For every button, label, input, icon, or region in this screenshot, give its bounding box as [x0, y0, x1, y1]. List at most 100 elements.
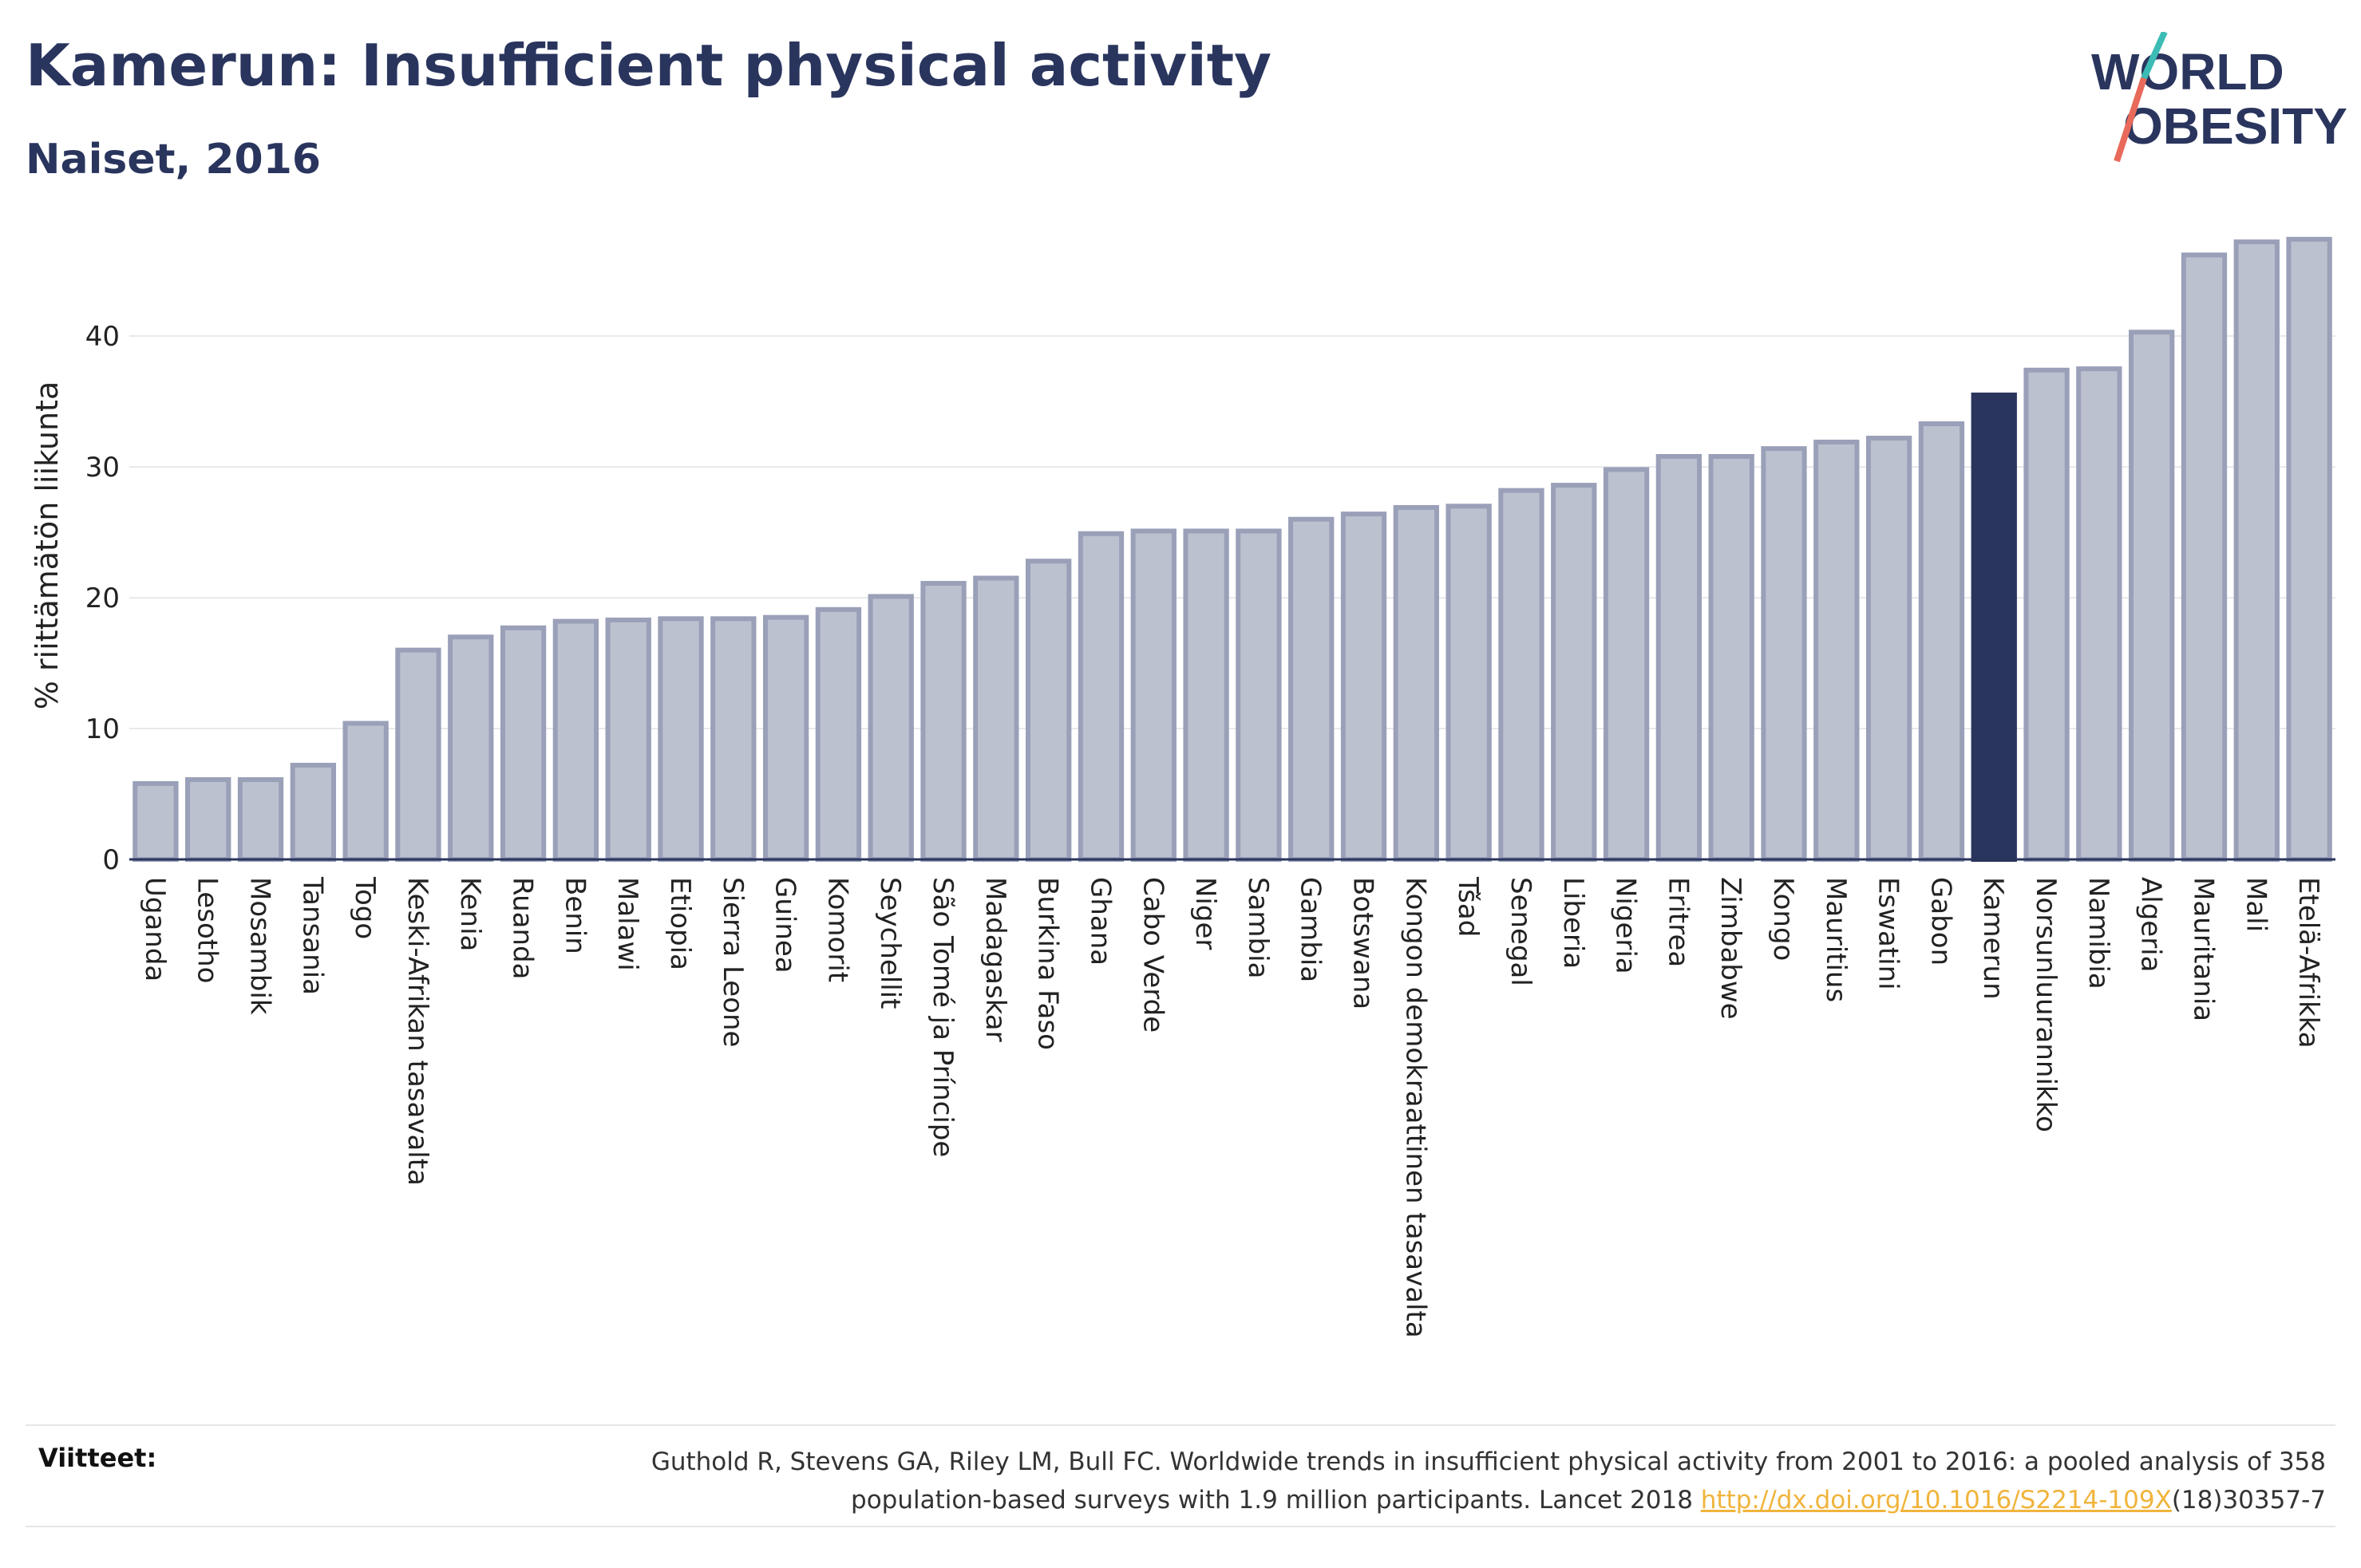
x-tick-label: Norsunluurannikko [2030, 877, 2062, 1132]
bar-ghana [1078, 531, 1125, 863]
bar-norsunluurannikko [2023, 367, 2070, 862]
footer-divider-top [26, 1424, 2335, 1426]
x-tick-label: Liberia [1557, 877, 1589, 969]
logo-slash-top [2141, 32, 2168, 80]
x-tick-label: Kongon demokraattinen tasavalta [1399, 877, 1431, 1338]
y-tick-label: 20 [85, 583, 120, 614]
bar-mauritius [1813, 439, 1860, 862]
x-tick-label: Mauritius [1820, 877, 1852, 1002]
bar-kenia [448, 634, 494, 862]
bar-madagaskar [973, 575, 1019, 862]
x-tick-label: Kenia [454, 877, 486, 951]
bar-sierra-leone [710, 616, 757, 862]
x-tick-label: Tansania [296, 876, 328, 995]
x-tick-label: Botswana [1347, 877, 1379, 1009]
bar-namibia [2076, 366, 2122, 862]
x-tick-label: São Tomé ja Príncipe [927, 877, 959, 1157]
bar-guinea [762, 614, 809, 862]
x-tick-label: Togo [349, 876, 381, 939]
bar-mali [2233, 239, 2280, 863]
references-label: Viitteet: [38, 1443, 157, 1473]
bar-s-o-tom-ja-pr-ncipe [920, 581, 967, 862]
bar-etel-afrikka [2286, 236, 2332, 862]
bar-gambia [1288, 516, 1335, 862]
x-tick-label: Malawi [611, 877, 643, 971]
bar-senegal [1498, 488, 1544, 862]
bar-seychellit [868, 594, 914, 862]
bar-lesotho [185, 776, 231, 862]
y-tick-label: 40 [85, 321, 120, 353]
x-tick-label: Nigeria [1610, 877, 1642, 974]
bar-uganda [132, 780, 179, 863]
logo-slash-bottom [2114, 77, 2147, 163]
x-tick-label: Komorit [821, 877, 853, 982]
x-tick-label: Seychellit [874, 877, 906, 1009]
y-tick-label: 0 [102, 844, 120, 876]
bar-kongon-demokraattinen-tasavalta [1393, 504, 1439, 862]
y-axis-title: % riittämätön liikunta [30, 381, 65, 710]
bar-nigeria [1603, 467, 1650, 862]
x-tick-label: Guinea [769, 877, 801, 974]
bar-botswana [1340, 511, 1387, 863]
bar-gabon [1918, 421, 1965, 862]
bar-eritrea [1655, 454, 1703, 863]
bar-togo [342, 721, 389, 862]
bar-benin [552, 618, 599, 862]
y-tick-label: 30 [85, 452, 120, 484]
bar-niger [1183, 528, 1229, 863]
bar-eswatini [1865, 436, 1912, 862]
x-tick-label: Lesotho [192, 877, 223, 983]
x-tick-label: Mauritania [2187, 877, 2219, 1021]
bar-liberia [1551, 483, 1597, 862]
x-tick-label: Ruanda [507, 877, 539, 979]
footer-divider-bottom [26, 1526, 2335, 1527]
bar-sambia [1236, 528, 1282, 863]
x-tick-label: Benin [559, 877, 591, 954]
x-tick-label: Zimbabwe [1714, 877, 1746, 1020]
bar-mosambik [237, 776, 284, 862]
x-tick-label: Sambia [1242, 877, 1274, 978]
references-doi-link[interactable]: http://dx.doi.org/10.1016/S2214-109X [1700, 1486, 2172, 1515]
references-citation: Guthold R, Stevens GA, Riley LM, Bull FC… [651, 1448, 2326, 1515]
bar-t-ad [1445, 504, 1492, 862]
x-tick-label: Madagaskar [979, 877, 1011, 1042]
bar-kongo [1761, 446, 1807, 862]
world-obesity-logo: WORLD OBESITY [2091, 32, 2347, 163]
x-tick-label: Eritrea [1662, 877, 1694, 967]
bar-tansania [290, 762, 336, 863]
x-tick-label: Uganda [139, 877, 171, 981]
x-tick-label: Etiopia [664, 877, 696, 970]
x-tick-label: Sierra Leone [717, 877, 749, 1047]
references-doi-suffix: (18)30357-7 [2171, 1486, 2326, 1515]
x-tick-label: Tšad [1452, 876, 1484, 937]
bar-etiopia [658, 616, 704, 862]
x-tick-label: Eswatini [1873, 877, 1904, 990]
logo-line1: WORLD [2091, 43, 2284, 101]
bar-malawi [605, 617, 651, 862]
bar-algeria [2129, 330, 2175, 862]
y-tick-label: 10 [85, 713, 120, 745]
x-tick-label: Gabon [1924, 877, 1956, 966]
x-tick-label: Gambia [1295, 877, 1327, 982]
x-tick-label: Burkina Faso [1032, 877, 1064, 1050]
x-tick-label: Senegal [1505, 877, 1536, 986]
bar-zimbabwe [1708, 454, 1754, 863]
x-tick-label: Cabo Verde [1137, 877, 1169, 1033]
x-tick-label: Mali [2240, 877, 2272, 932]
page-title: Kamerun: Insufficient physical activity [26, 32, 1272, 99]
bar-chart: 0 10 20 30 40 % riittämätön liikunta Uganda Les… [30, 236, 2335, 1338]
bar-mauritania [2181, 252, 2228, 862]
bar-keski-afrikan-tasavalta [395, 647, 441, 863]
bar-komorit [815, 606, 862, 863]
bar-ruanda [500, 625, 547, 862]
x-tick-label: Kongo [1767, 877, 1799, 961]
x-tick-label: Algeria [2135, 877, 2167, 972]
x-tick-label: Mosambik [244, 877, 276, 1015]
x-tick-label: Etelä-Afrikka [2292, 877, 2324, 1049]
bar-cabo-verde [1130, 528, 1177, 863]
x-tick-label: Keski-Afrikan tasavalta [401, 877, 433, 1186]
page-subtitle: Naiset, 2016 [26, 136, 322, 184]
x-tick-label: Niger [1189, 877, 1221, 950]
x-tick-label: Kamerun [1977, 877, 2009, 1000]
logo-line2: OBESITY [2123, 97, 2347, 155]
